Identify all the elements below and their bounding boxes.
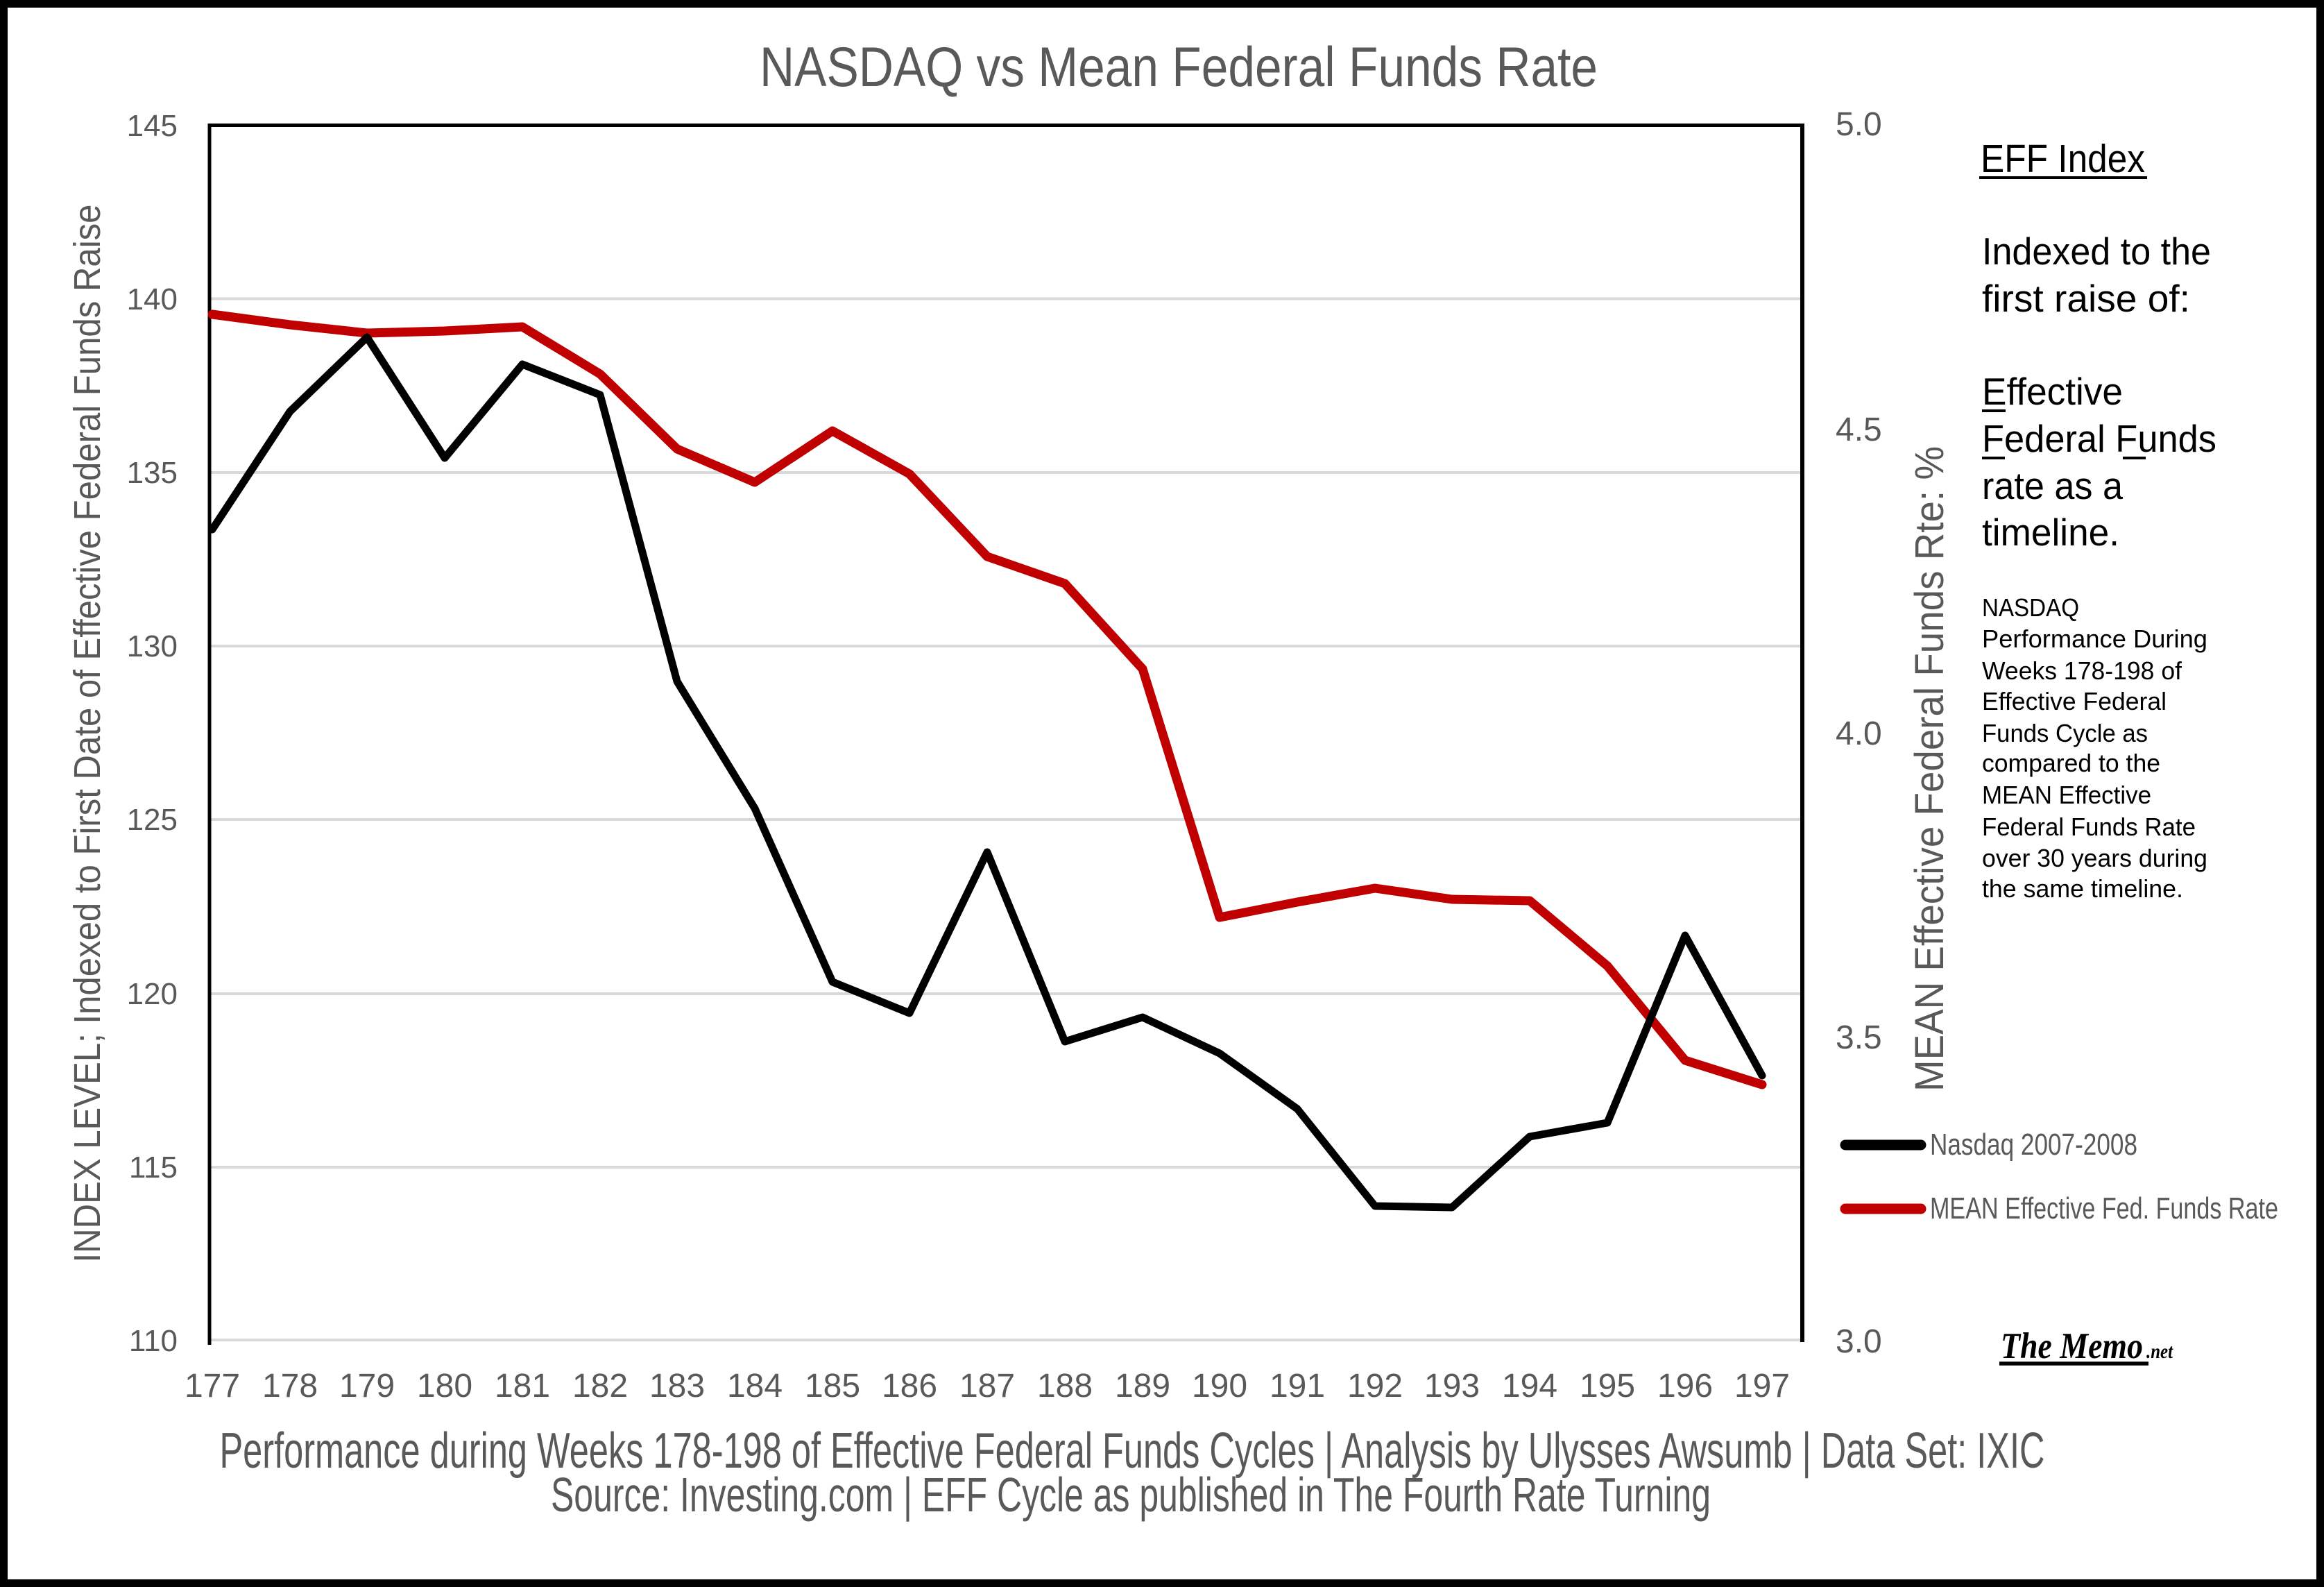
svg-text:compared to the: compared to the	[1982, 749, 2160, 777]
svg-text:EFF Index: EFF Index	[1981, 137, 2145, 181]
svg-text:.net: .net	[2146, 1340, 2173, 1363]
svg-text:The Memo: The Memo	[2001, 1326, 2143, 1366]
svg-text:194: 194	[1502, 1368, 1557, 1404]
svg-text:INDEX LEVEL; Indexed to First: INDEX LEVEL; Indexed to First Date of Ef…	[67, 205, 108, 1263]
svg-text:177: 177	[185, 1368, 240, 1404]
svg-text:180: 180	[417, 1368, 472, 1404]
svg-text:192: 192	[1347, 1368, 1403, 1404]
svg-text:Source: Investing.com | EFF Cy: Source: Investing.com | EFF Cycle as pub…	[551, 1468, 1711, 1522]
svg-text:191: 191	[1270, 1368, 1325, 1404]
svg-text:Nasdaq 2007-2008: Nasdaq 2007-2008	[1930, 1128, 2137, 1162]
svg-text:Federal Funds Rate: Federal Funds Rate	[1982, 813, 2196, 841]
svg-text:135: 135	[127, 456, 178, 490]
svg-text:timeline.: timeline.	[1982, 511, 2119, 554]
svg-text:3.5: 3.5	[1836, 1019, 1882, 1056]
svg-text:the same timeline.: the same timeline.	[1982, 874, 2183, 903]
svg-text:Performance During: Performance During	[1982, 625, 2207, 653]
svg-text:110: 110	[129, 1324, 178, 1358]
svg-text:Performance during Weeks 178-1: Performance during Weeks 178-198 of Effe…	[220, 1423, 2045, 1479]
svg-text:115: 115	[129, 1151, 178, 1185]
svg-text:120: 120	[127, 977, 178, 1011]
svg-text:rate as a: rate as a	[1982, 464, 2123, 507]
svg-text:196: 196	[1657, 1368, 1713, 1404]
svg-text:Weeks 178-198 of: Weeks 178-198 of	[1982, 656, 2182, 685]
svg-text:Federal Funds: Federal Funds	[1982, 417, 2216, 460]
svg-text:178: 178	[262, 1368, 318, 1404]
svg-text:190: 190	[1192, 1368, 1247, 1404]
svg-text:145: 145	[127, 109, 178, 143]
svg-text:184: 184	[727, 1368, 783, 1404]
svg-text:MEAN Effective Fed. Funds Rate: MEAN Effective Fed. Funds Rate	[1930, 1191, 2278, 1225]
svg-text:Funds Cycle as: Funds Cycle as	[1982, 719, 2148, 747]
svg-text:4.0: 4.0	[1836, 715, 1882, 752]
svg-text:NASDAQ: NASDAQ	[1982, 593, 2079, 622]
svg-text:183: 183	[649, 1368, 705, 1404]
svg-text:179: 179	[339, 1368, 395, 1404]
svg-text:185: 185	[805, 1368, 860, 1404]
svg-text:Effective Federal: Effective Federal	[1982, 687, 2167, 715]
svg-text:186: 186	[882, 1368, 937, 1404]
svg-text:181: 181	[495, 1368, 550, 1404]
svg-text:182: 182	[572, 1368, 628, 1404]
svg-text:MEAN Effective Federal Funds R: MEAN Effective Federal Funds Rte: %	[1907, 446, 1952, 1092]
svg-text:193: 193	[1424, 1368, 1480, 1404]
svg-text:MEAN Effective: MEAN Effective	[1982, 781, 2151, 809]
svg-text:over 30 years during: over 30 years during	[1982, 844, 2207, 872]
svg-text:195: 195	[1580, 1368, 1635, 1404]
svg-text:NASDAQ vs Mean Federal Funds R: NASDAQ vs Mean Federal Funds Rate	[760, 36, 1598, 99]
svg-text:5.0: 5.0	[1836, 106, 1882, 143]
svg-text:125: 125	[127, 803, 178, 837]
svg-text:189: 189	[1115, 1368, 1170, 1404]
svg-text:197: 197	[1734, 1368, 1790, 1404]
svg-text:3.0: 3.0	[1836, 1323, 1882, 1360]
svg-text:Indexed to the: Indexed to the	[1982, 230, 2211, 273]
svg-text:187: 187	[959, 1368, 1015, 1404]
svg-text:130: 130	[127, 629, 178, 663]
svg-text:140: 140	[127, 282, 178, 316]
svg-text:first raise of:: first raise of:	[1982, 277, 2190, 320]
svg-text:4.5: 4.5	[1836, 411, 1882, 448]
svg-text:Effective: Effective	[1982, 370, 2123, 413]
svg-text:188: 188	[1037, 1368, 1093, 1404]
